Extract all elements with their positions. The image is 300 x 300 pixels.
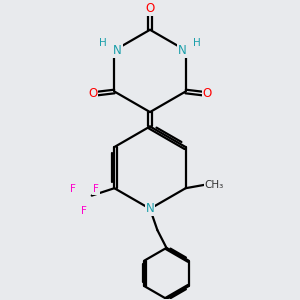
Text: F: F <box>81 206 87 216</box>
Text: O: O <box>88 87 98 100</box>
Text: F: F <box>93 184 99 194</box>
Text: N: N <box>113 44 122 57</box>
Text: O: O <box>202 87 212 100</box>
Text: H: H <box>193 38 201 48</box>
Text: N: N <box>146 202 154 215</box>
Text: H: H <box>99 38 107 48</box>
Text: CH₃: CH₃ <box>205 180 224 190</box>
Text: N: N <box>178 44 187 57</box>
Text: O: O <box>146 2 154 15</box>
Text: F: F <box>70 184 76 194</box>
